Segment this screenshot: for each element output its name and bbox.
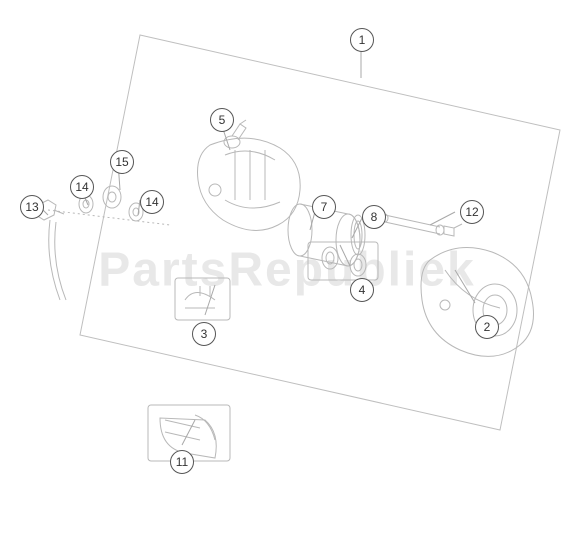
- part-caliper-body: [198, 138, 301, 230]
- callout-number: 15: [110, 150, 134, 174]
- callout-3: 3: [192, 322, 216, 346]
- callout-number: 11: [170, 450, 194, 474]
- part-caliper-bracket: [421, 248, 534, 357]
- callout-1: 1: [350, 28, 374, 52]
- callout-number: 2: [475, 315, 499, 339]
- callout-15: 15: [110, 150, 134, 174]
- part-retainer-clip: [175, 278, 230, 320]
- callout-7: 7: [312, 195, 336, 219]
- callout-number: 12: [460, 200, 484, 224]
- callout-8: 8: [362, 205, 386, 229]
- callout-number: 14: [70, 175, 94, 199]
- callout-12: 12: [460, 200, 484, 224]
- parts-diagram: { "watermark": { "text": "PartsRepubliek…: [0, 0, 574, 539]
- projection-frame: [80, 35, 560, 430]
- callout-number: 4: [350, 278, 374, 302]
- callout-14: 14: [140, 190, 164, 214]
- callout-number: 3: [192, 322, 216, 346]
- callout-number: 13: [20, 195, 44, 219]
- callout-number: 7: [312, 195, 336, 219]
- callout-13: 13: [20, 195, 44, 219]
- exploded-view-svg: [0, 0, 574, 539]
- callout-4: 4: [350, 278, 374, 302]
- leader-line: [182, 420, 195, 445]
- leader-line: [430, 212, 455, 225]
- leader-line: [340, 245, 350, 266]
- callout-11: 11: [170, 450, 194, 474]
- leader-lines: [33, 40, 475, 445]
- callout-number: 14: [140, 190, 164, 214]
- callout-2: 2: [475, 315, 499, 339]
- part-slide-pin: [382, 214, 462, 236]
- callout-number: 1: [350, 28, 374, 52]
- callout-number: 8: [362, 205, 386, 229]
- callout-number: 5: [210, 108, 234, 132]
- leader-line: [455, 270, 475, 303]
- part-guide-bushings: [308, 242, 378, 280]
- callout-5: 5: [210, 108, 234, 132]
- callout-14: 14: [70, 175, 94, 199]
